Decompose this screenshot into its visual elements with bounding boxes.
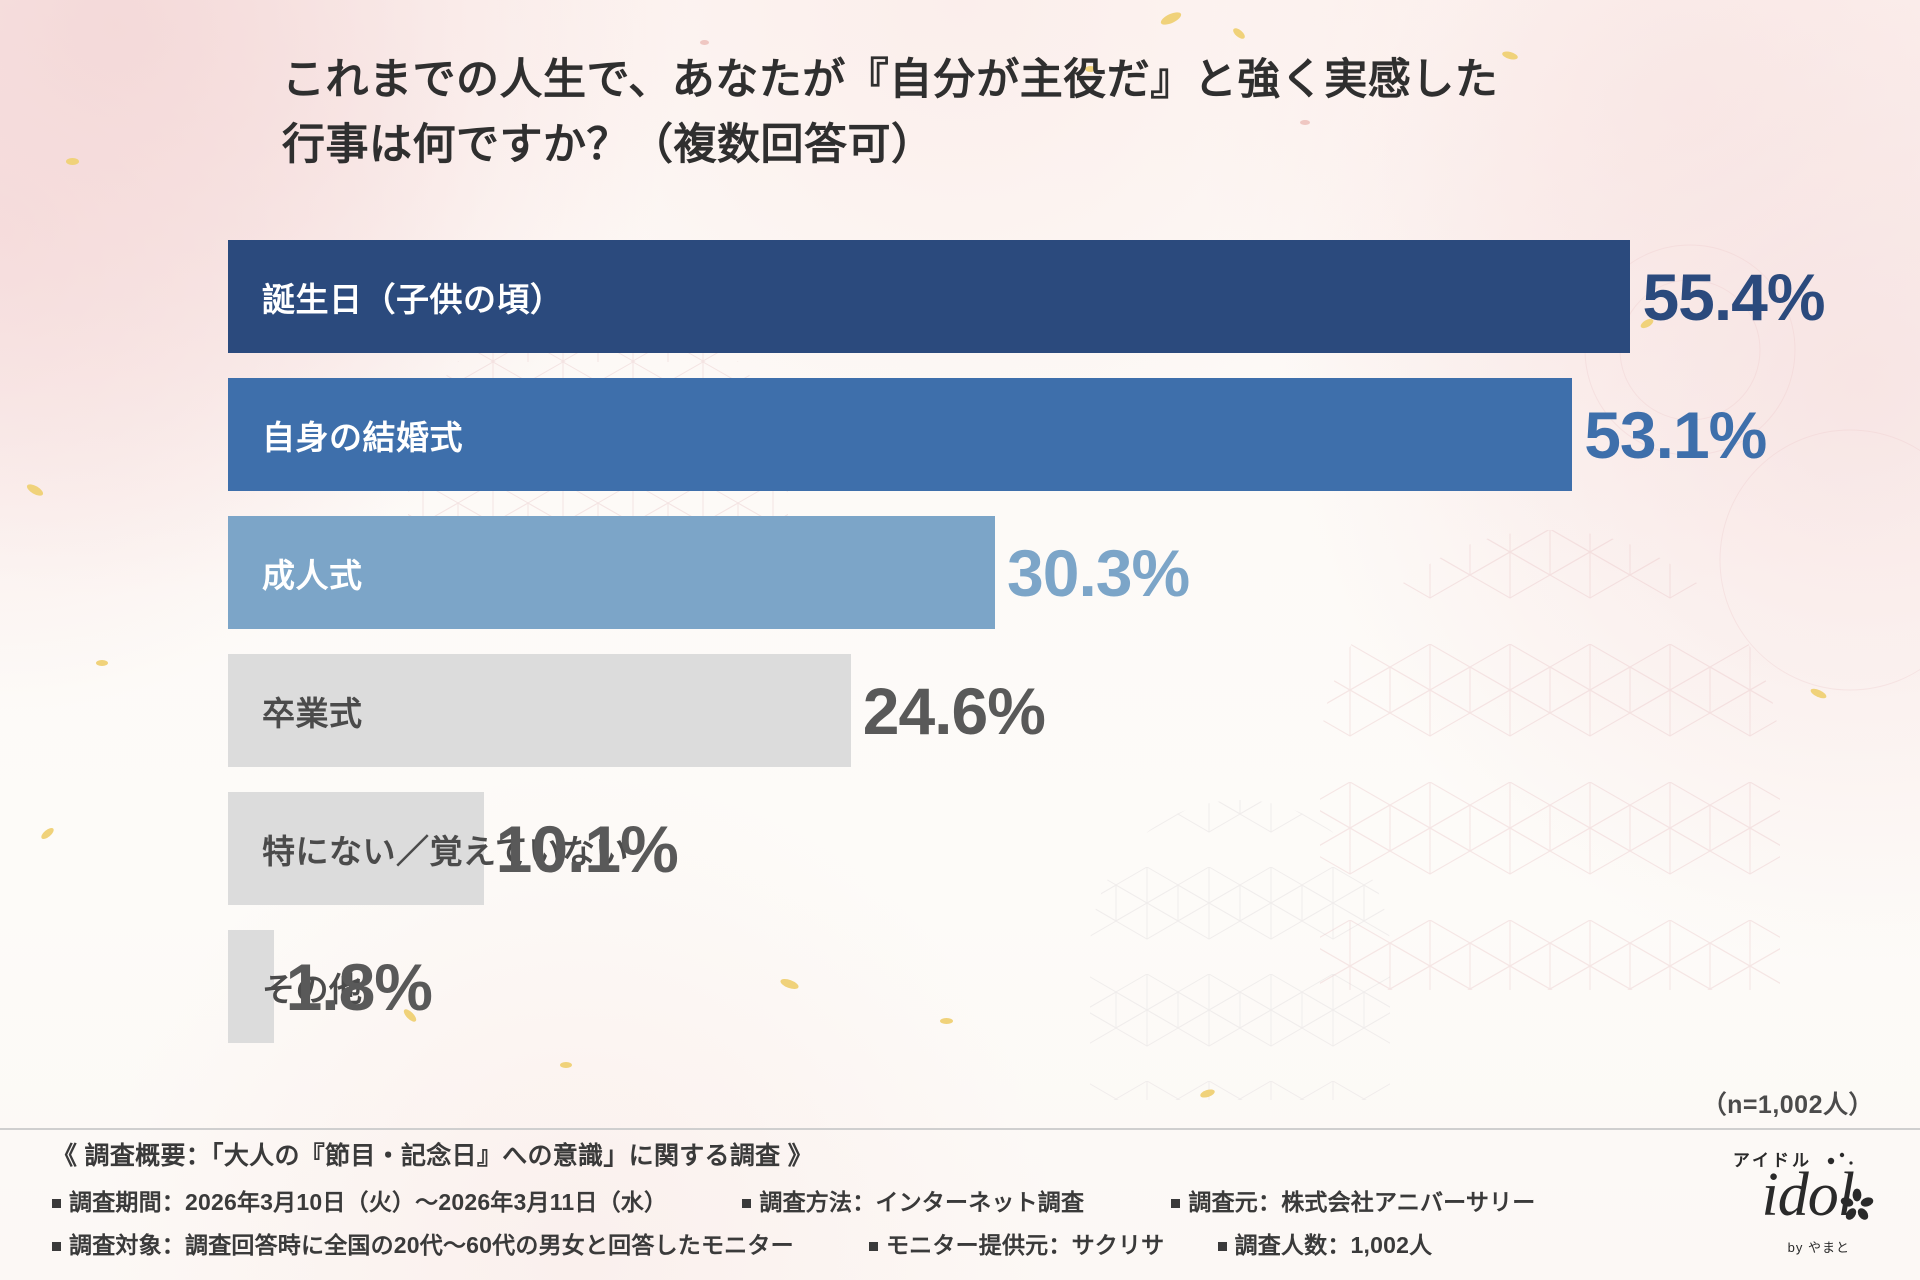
chart-bar-row: 特にない／覚えていない 10.1% — [228, 792, 1888, 905]
speck — [560, 1062, 572, 1068]
bullet-icon — [1171, 1199, 1181, 1208]
survey-overview-heading: 《 調査概要：「大人の『節目・記念日』への意識」に関する調査 》 — [52, 1142, 813, 1170]
chart-bar-value: 53.1% — [1584, 397, 1767, 472]
chart-bar-row: 自身の結婚式 53.1% — [228, 378, 1888, 491]
chart-bar-value: 55.4% — [1642, 259, 1825, 334]
survey-source: 調査元：株式会社アニバーサリー — [1171, 1183, 1535, 1217]
survey-target: 調査対象：調査回答時に全国の20代〜60代の男女と回答したモニター — [52, 1226, 794, 1260]
flower-icon — [1827, 1152, 1853, 1165]
chart-bar — [228, 654, 851, 767]
bullet-icon — [52, 1242, 61, 1251]
chart-bar-value: 30.3% — [1007, 535, 1190, 610]
survey-method: 調査方法：インターネット調査 — [742, 1183, 1084, 1217]
chart-bar-label: 特にない／覚えていない — [262, 832, 629, 870]
survey-period: 調査期間：2026年3月10日（火）〜2026年3月11日（水） — [52, 1183, 667, 1217]
chart-bar-value: 1.8% — [285, 949, 433, 1024]
chart-bar — [228, 516, 996, 629]
speck — [66, 158, 79, 165]
speck — [1085, 66, 1096, 72]
speck — [1300, 120, 1310, 125]
chart-bar-value: 10.1% — [495, 811, 679, 886]
chart-bar-label: 卒業式 — [262, 694, 363, 732]
footer: 《 調査概要：「大人の『節目・記念日』への意識」に関する調査 》 調査期間：20… — [52, 1136, 1712, 1269]
chart-bar-row: その他 1.8% — [228, 930, 1888, 1043]
sample-size-note: （n=1,002人） — [1701, 1091, 1874, 1119]
brand-logo-byline: by やまと — [1787, 1240, 1850, 1255]
bullet-icon — [742, 1199, 752, 1208]
chart-bar-row: 誕生日（子供の頃） 55.4% — [228, 240, 1888, 353]
footer-row-1: 調査期間：2026年3月10日（火）〜2026年3月11日（水） 調査方法：イン… — [52, 1183, 1712, 1217]
footer-row-2: 調査対象：調査回答時に全国の20代〜60代の男女と回答したモニター モニター提供… — [52, 1226, 1712, 1260]
page-title: これまでの人生で、あなたが『自分が主役だ』と強く実感した 行事は何ですか？（複数… — [282, 48, 1702, 177]
chart-bar-label: その他 — [262, 970, 363, 1008]
chart-bar — [228, 240, 1631, 353]
chart-bar-label: 自身の結婚式 — [262, 418, 463, 456]
cherry-blossom-icon — [1840, 1188, 1874, 1220]
monitor-provider: モニター提供元：サクリサ — [868, 1226, 1164, 1260]
chart-bar-label: 誕生日（子供の頃） — [262, 280, 564, 318]
speck — [96, 660, 108, 666]
respondent-count: 調査人数：1,002人 — [1217, 1226, 1433, 1260]
chart-bar-row: 成人式 30.3% — [228, 516, 1888, 629]
bar-chart: 誕生日（子供の頃） 55.4% 自身の結婚式 53.1% 成人式 30.3% 卒業式 24.6… — [228, 240, 1888, 1070]
chart-bar — [228, 378, 1573, 491]
chart-bar-value: 24.6% — [862, 673, 1046, 748]
speck — [700, 40, 709, 45]
chart-bar-label: 成人式 — [262, 556, 363, 594]
brand-logo: アイドル idol by やまと — [1672, 1144, 1874, 1255]
speck — [940, 1018, 953, 1024]
bullet-icon — [868, 1242, 878, 1251]
footer-divider — [0, 1128, 1920, 1130]
brand-logo-kana: アイドル — [1732, 1151, 1812, 1170]
chart-bar-row: 卒業式 24.6% — [228, 654, 1888, 767]
bullet-icon — [52, 1199, 61, 1208]
bullet-icon — [1217, 1242, 1227, 1251]
page-title-line1: これまでの人生で、あなたが『自分が主役だ』と強く実感した — [282, 56, 1499, 104]
chart-bar — [228, 792, 484, 905]
brand-logo-wordmark: idol — [1761, 1161, 1855, 1229]
chart-bar — [228, 930, 274, 1043]
page-title-line2: 行事は何ですか？（複数回答可） — [282, 120, 935, 169]
